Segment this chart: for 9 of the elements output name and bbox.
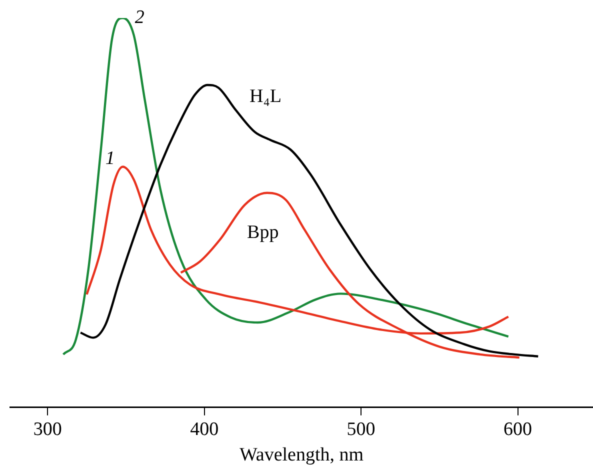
x-tick-label: 300 <box>33 418 62 440</box>
x-tick-label: 600 <box>504 418 532 440</box>
x-axis-title: Wavelength, nm <box>239 444 364 466</box>
series-label: 1 <box>105 148 115 169</box>
series-label: Bpp <box>247 222 279 243</box>
series-label: 2 <box>134 7 145 28</box>
series-label: H₄L <box>249 86 282 107</box>
x-tick-label: 500 <box>346 418 376 440</box>
x-tick-label: 400 <box>190 418 219 440</box>
